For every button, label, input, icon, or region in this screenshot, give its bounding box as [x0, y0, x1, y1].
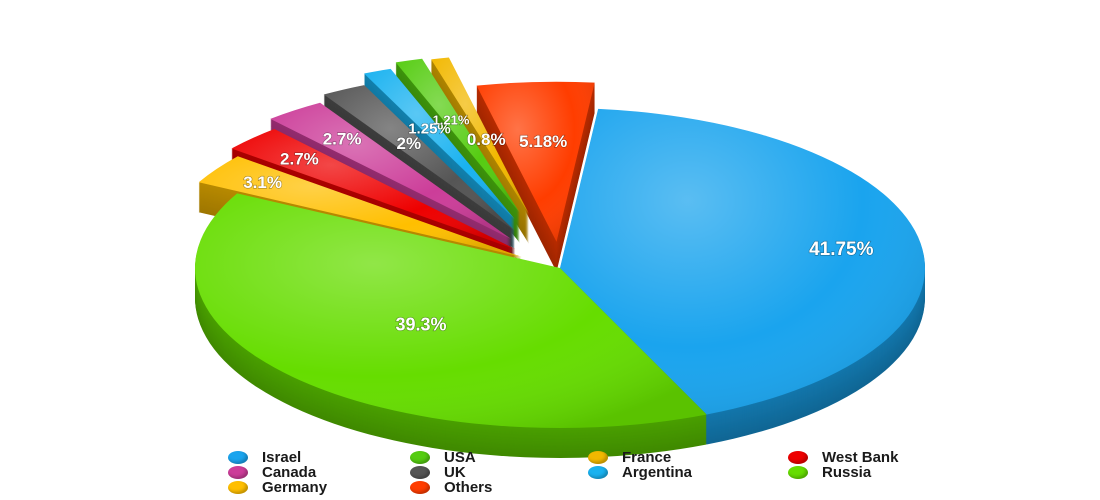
pie-slice-label-others: 5.18% — [519, 132, 567, 151]
legend-label-argentina: Argentina — [622, 464, 693, 481]
legend-label-germany: Germany — [262, 479, 328, 496]
legend-swatch-russia — [788, 466, 808, 479]
legend-swatch-france — [588, 451, 608, 464]
legend-item-argentina: Argentina — [588, 465, 788, 480]
pie-slice-label-russia: 39.3% — [395, 315, 446, 335]
legend-swatch-israel — [228, 451, 248, 464]
legend-item-canada: Canada — [228, 465, 410, 480]
legend-label-france: France — [622, 449, 672, 466]
legend-label-west-bank: West Bank — [822, 449, 899, 466]
pie-slice-label-argentina: 1.25% — [408, 120, 451, 137]
legend-swatch-canada — [228, 466, 248, 479]
legend-item-israel: Israel — [228, 450, 410, 465]
slices-layer — [195, 57, 925, 458]
legend-swatch-west-bank — [788, 451, 808, 464]
legend-item-west-bank: West Bank — [788, 450, 988, 465]
legend-item-uk: UK — [410, 465, 588, 480]
pie-slice-label-germany: 3.1% — [243, 173, 282, 192]
legend-swatch-others — [410, 481, 430, 494]
legend-item-others: Others — [410, 480, 588, 495]
legend-label-russia: Russia — [822, 464, 872, 481]
pie-slice-label-west-bank: 2.7% — [280, 149, 319, 168]
pie-slice-label-france: 0.8% — [467, 130, 506, 149]
legend-swatch-usa — [410, 451, 430, 464]
legend-label-israel: Israel — [262, 449, 302, 466]
legend-item-usa: USA — [410, 450, 588, 465]
legend-swatch-uk — [410, 466, 430, 479]
pie-slice-label-israel: 41.75% — [809, 239, 874, 260]
pie-slice-russia — [195, 193, 707, 458]
legend-label-canada: Canada — [262, 464, 317, 481]
legend-label-usa: USA — [444, 449, 476, 466]
legend-item-france: France — [588, 450, 788, 465]
legend-swatch-argentina — [588, 466, 608, 479]
legend-swatch-germany — [228, 481, 248, 494]
legend-label-uk: UK — [444, 464, 466, 481]
legend-label-others: Others — [444, 479, 493, 496]
legend: Israel USA France West Bank Canada UK Argentin… — [228, 450, 1028, 498]
legend-item-germany: Germany — [228, 480, 410, 495]
legend-item-russia: Russia — [788, 465, 988, 480]
pie-slice-others — [476, 81, 595, 272]
pie-slice-label-uk: 2% — [397, 134, 422, 153]
pie-slice-label-canada: 2.7% — [323, 130, 362, 149]
slice-labels-layer: 41.75% 39.3% 3.1% 2.7%2.7% 2%1.25%1.21% 0.8% 5… — [243, 112, 875, 336]
pie-slice-label-usa: 1.21% — [433, 112, 470, 127]
